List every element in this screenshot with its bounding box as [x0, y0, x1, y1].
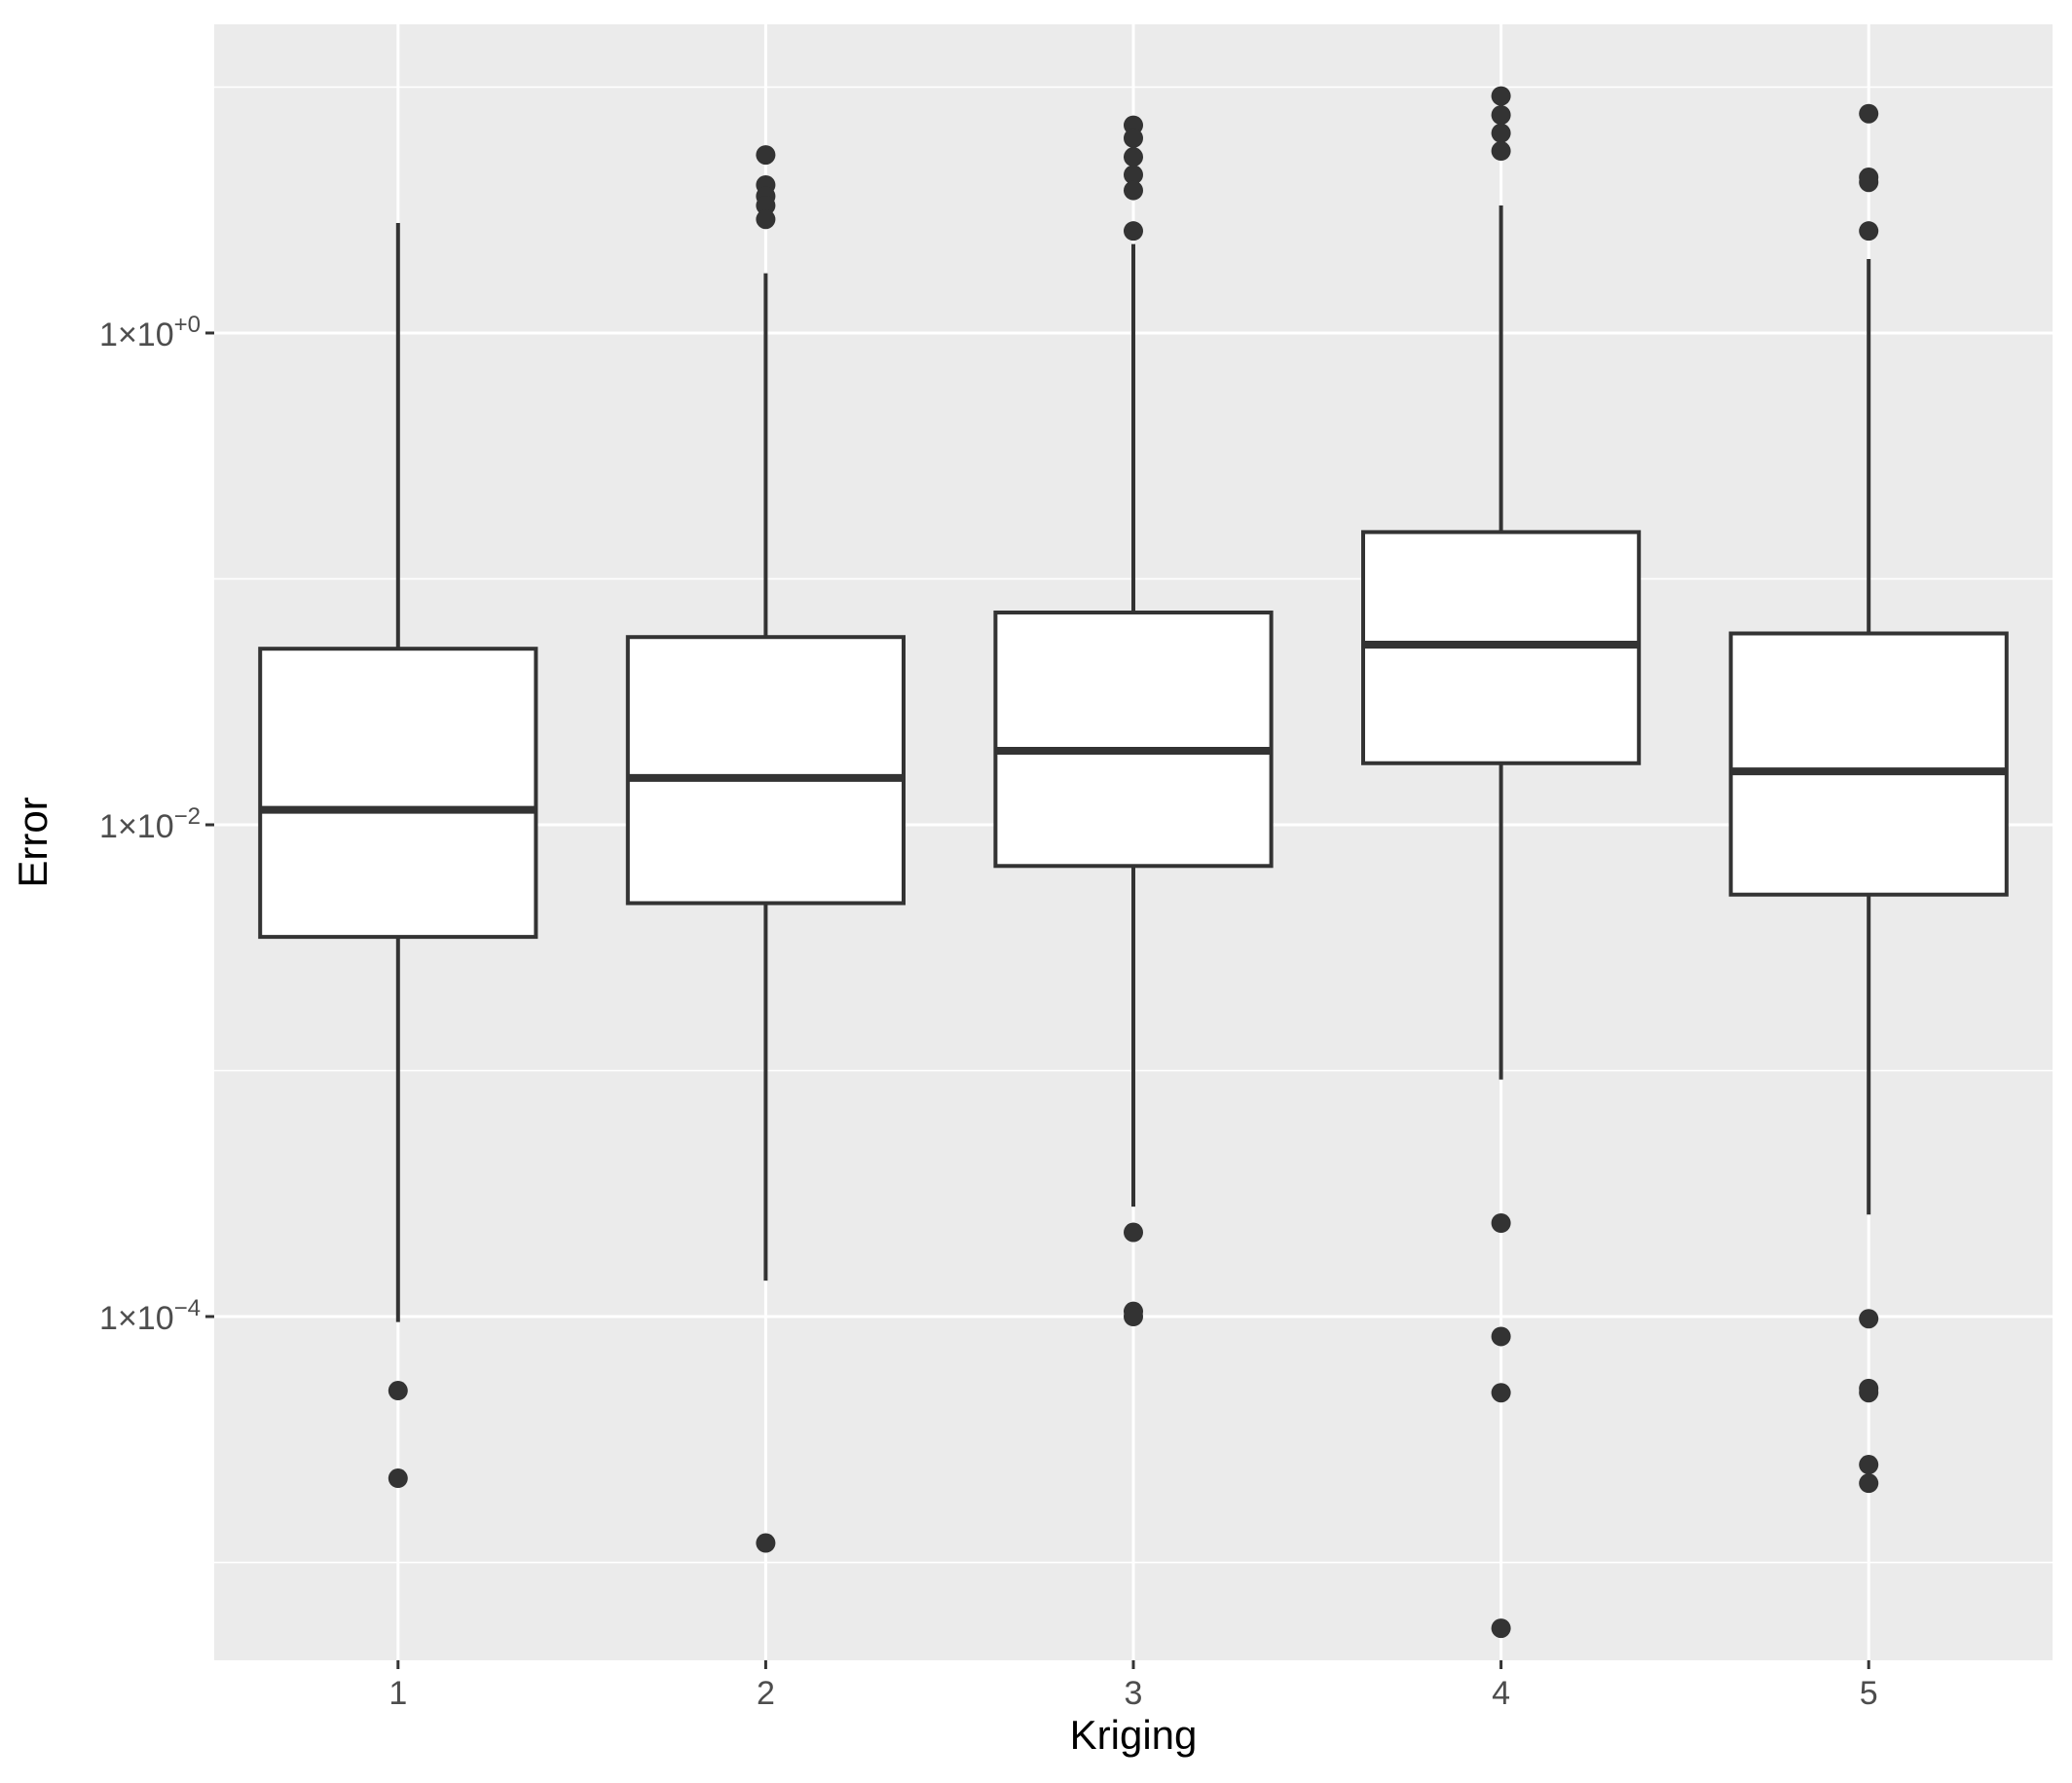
outlier-point	[1491, 1383, 1511, 1403]
outlier-point	[1859, 221, 1879, 241]
box-group-5	[1728, 103, 2009, 1494]
box-iqr	[993, 610, 1274, 869]
outlier-point	[756, 145, 776, 166]
y-tick-label: 1×10+0	[99, 312, 201, 353]
outlier-point	[388, 1468, 408, 1489]
outlier-point	[1859, 1473, 1879, 1494]
box-iqr	[1728, 631, 2009, 897]
x-tick-label: 2	[757, 1675, 775, 1712]
outlier-point	[756, 196, 776, 216]
boxes	[258, 86, 2009, 1639]
outlier-point	[1491, 123, 1511, 143]
x-tick-label: 1	[388, 1675, 407, 1712]
outlier-point	[1859, 103, 1879, 124]
box-group-3	[993, 115, 1274, 1327]
outlier-point	[1124, 180, 1143, 201]
box-group-2	[625, 145, 906, 1553]
outlier-point	[1124, 1307, 1143, 1327]
outlier-point	[1491, 1212, 1511, 1233]
outlier-point	[1859, 1455, 1879, 1475]
x-axis-title: Kriging	[1070, 1712, 1198, 1758]
y-tick-label-exponent: −4	[174, 1295, 201, 1321]
outlier-point	[756, 1533, 776, 1553]
outlier-point	[1124, 128, 1143, 148]
outlier-point	[1491, 1618, 1511, 1639]
outlier-point	[1491, 141, 1511, 162]
outlier-point	[1859, 1383, 1879, 1403]
y-tick-label-exponent: +0	[174, 312, 201, 338]
outlier-point	[1859, 1309, 1879, 1329]
outlier-point	[756, 209, 776, 230]
outlier-point	[1124, 1222, 1143, 1243]
x-tick-label: 5	[1860, 1675, 1878, 1712]
box-iqr	[258, 647, 538, 940]
box-group-4	[1361, 86, 1642, 1639]
y-tick-label-base: 1×10	[99, 316, 174, 353]
y-tick-label-exponent: −2	[174, 803, 201, 830]
x-axis: 1 2 3 4 5	[388, 1660, 1878, 1712]
outlier-point	[1491, 86, 1511, 106]
y-tick-label: 1×10−2	[99, 803, 201, 845]
outlier-point	[1124, 165, 1143, 185]
outlier-point	[1124, 221, 1143, 241]
box-group-1	[258, 223, 538, 1489]
outlier-point	[1124, 147, 1143, 167]
outlier-point	[1859, 172, 1879, 193]
outlier-point	[1491, 105, 1511, 126]
outlier-point	[388, 1381, 408, 1401]
y-tick-label: 1×10−4	[99, 1295, 201, 1337]
y-axis: 1×10+01×10−21×10−4	[99, 312, 214, 1337]
x-tick-label: 4	[1492, 1675, 1510, 1712]
box-iqr	[625, 635, 906, 906]
x-tick-label: 3	[1125, 1675, 1143, 1712]
y-tick-label-base: 1×10	[99, 1300, 174, 1337]
y-tick-label-base: 1×10	[99, 808, 174, 845]
outlier-point	[1491, 1326, 1511, 1347]
y-axis-title: Error	[10, 797, 56, 887]
